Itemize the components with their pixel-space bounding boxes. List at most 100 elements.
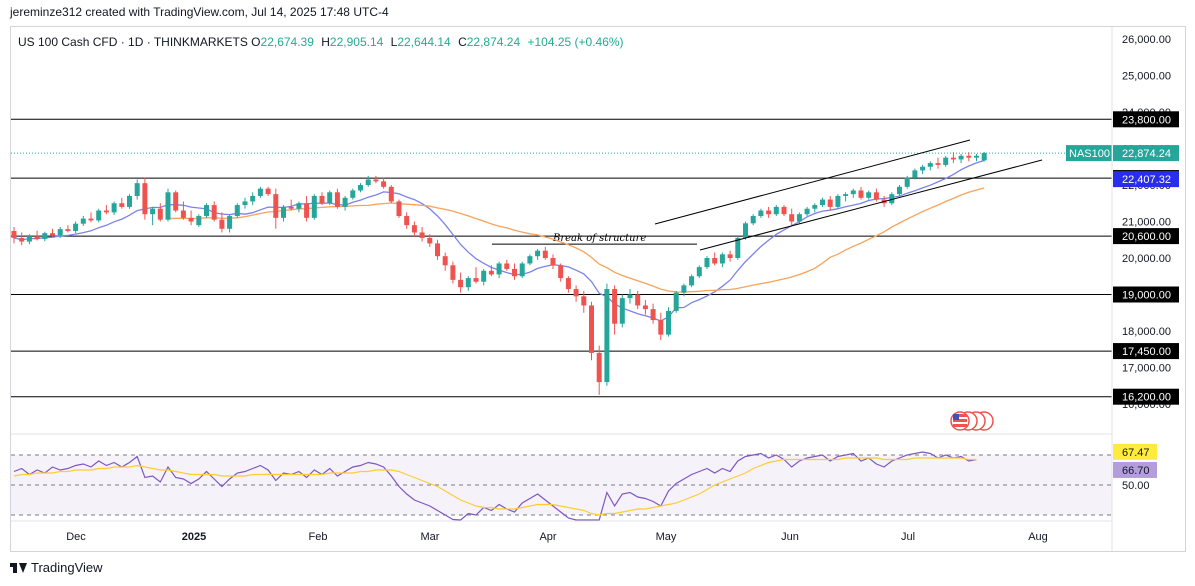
- candle-body: [26, 236, 32, 242]
- candle-body: [527, 256, 533, 264]
- candle-body: [103, 210, 109, 213]
- candle-body: [565, 278, 571, 290]
- candle-body: [473, 278, 479, 282]
- candle-body: [250, 195, 256, 202]
- candle-body: [388, 186, 394, 202]
- rsi-ma-tag: [1113, 443, 1157, 460]
- candle-body: [327, 192, 333, 204]
- candle-body: [157, 208, 163, 220]
- candle-body: [57, 229, 63, 236]
- ma-fast-line: [167, 187, 985, 293]
- candle-body: [719, 254, 725, 264]
- candle-body: [727, 254, 733, 258]
- level-tag: [1113, 343, 1179, 360]
- last-price-tag: [1113, 145, 1179, 162]
- candle-body: [673, 292, 679, 311]
- candle-body: [80, 218, 86, 224]
- candle-body: [142, 183, 148, 215]
- candle-body: [981, 153, 987, 161]
- candle-body: [381, 181, 387, 187]
- candle-body: [465, 278, 471, 288]
- candle-body: [904, 177, 910, 187]
- candle-body: [573, 289, 579, 297]
- candle-body: [211, 205, 217, 220]
- tradingview-logo-icon: [10, 562, 27, 573]
- candle-body: [188, 217, 194, 222]
- tradingview-brand[interactable]: TradingView: [10, 560, 103, 575]
- candle-body: [920, 166, 926, 171]
- candle-body: [96, 210, 102, 221]
- rsi-band: [11, 455, 1112, 515]
- candle-body: [504, 263, 510, 269]
- ma-value-tag: [1113, 171, 1179, 188]
- candle-body: [866, 192, 872, 198]
- candle-body: [820, 199, 825, 206]
- rsi-ma-line: [13, 457, 977, 516]
- candle-body: [827, 199, 833, 207]
- candle-body: [488, 270, 494, 275]
- price-tick-label: 21,000.00: [1122, 217, 1171, 229]
- time-tick-label: Feb: [309, 531, 328, 543]
- candle-body: [150, 208, 156, 215]
- candle-body: [773, 206, 779, 215]
- candle-body: [257, 188, 263, 196]
- candle-body: [519, 263, 525, 277]
- candle-body: [34, 236, 40, 240]
- time-tick-label: Aug: [1028, 531, 1048, 543]
- candle-body: [873, 192, 879, 200]
- level-tag: [1113, 388, 1179, 405]
- time-tick-label: Jul: [901, 531, 915, 543]
- candle-body: [666, 310, 671, 335]
- candle-body: [396, 201, 402, 217]
- level-tag: [1113, 228, 1179, 245]
- candle-body: [927, 163, 933, 167]
- candle-body: [19, 237, 25, 242]
- candle-body: [696, 267, 702, 277]
- candle-body: [912, 170, 918, 178]
- candle-body: [342, 197, 348, 207]
- candle-body: [642, 305, 648, 310]
- candle-body: [134, 183, 140, 196]
- time-tick-label: May: [656, 531, 677, 543]
- candle-body: [411, 225, 417, 233]
- candle-body: [604, 289, 610, 383]
- time-tick-label: 2025: [182, 531, 206, 543]
- high-value: 22,905.14: [329, 35, 384, 49]
- events-icon: [950, 411, 994, 431]
- candle-body: [835, 195, 841, 207]
- price-tick-label: 25,000.00: [1122, 71, 1171, 83]
- candle-body: [227, 216, 233, 229]
- candle-body: [596, 352, 602, 383]
- candle-body: [42, 233, 48, 240]
- candle-body: [796, 214, 802, 222]
- candle-body: [242, 201, 248, 206]
- candle-body: [50, 233, 55, 236]
- candle-body: [850, 190, 856, 195]
- candle-body: [334, 192, 340, 207]
- candle-body: [789, 214, 795, 222]
- candle-body: [542, 250, 548, 258]
- ohlc-legend: US 100 Cash CFD · 1D · THINKMARKETS O22,…: [18, 35, 628, 49]
- price-tick-label: 17,000.00: [1122, 363, 1171, 375]
- chart-caption: jereminze312 created with TradingView.co…: [10, 5, 389, 19]
- brand-label: TradingView: [31, 560, 103, 575]
- last-price-tag-label: 22,874.24: [1122, 148, 1171, 160]
- horizontal-levels: Break of structure: [11, 118, 1112, 398]
- candle-body: [288, 206, 294, 209]
- flag-stripe: [953, 419, 967, 422]
- candle-body: [858, 190, 864, 198]
- candle-body: [204, 205, 209, 217]
- candle-body: [897, 186, 902, 195]
- candle-body: [304, 203, 310, 218]
- flag-canton: [953, 414, 959, 420]
- level-tag: [1113, 111, 1179, 128]
- trend-channel: [654, 139, 1043, 251]
- candle-body: [435, 243, 440, 257]
- candle-body: [635, 294, 641, 306]
- candle-body: [743, 223, 748, 238]
- price-tick-label: 26,000.00: [1122, 34, 1171, 46]
- level-tag-label: 16,200.00: [1122, 392, 1171, 404]
- channel-lower-line: [699, 159, 1043, 251]
- candle-body: [558, 265, 564, 279]
